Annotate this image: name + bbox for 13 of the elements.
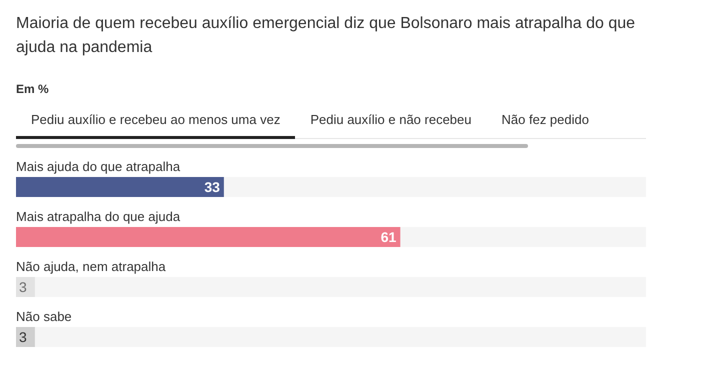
data-label: 61 — [380, 229, 397, 245]
data-label: 33 — [204, 179, 220, 195]
data-label: 3 — [19, 279, 27, 295]
chart-subtitle: Em % — [16, 82, 49, 96]
text: Pediu auxílio e não recebeu — [309, 112, 473, 129]
y-tick-label: Mais atrapalha do que ajuda — [16, 209, 181, 224]
text: Pediu auxílio e recebeu ao menos uma vez — [16, 112, 296, 139]
chart-title: Maioria de quem recebeu auxílio emergencial diz que Bolsonaro mais atrapalha do que ajuda na pandemia — [16, 14, 636, 58]
y-tick-label: Não ajuda, nem atrapalha — [16, 259, 166, 274]
y-tick-label: Não sabe — [16, 309, 72, 324]
y-tick-label: Mais ajuda do que atrapalha — [16, 159, 181, 174]
data-label: 3 — [19, 329, 27, 345]
text: Não fez pedido — [500, 112, 590, 129]
